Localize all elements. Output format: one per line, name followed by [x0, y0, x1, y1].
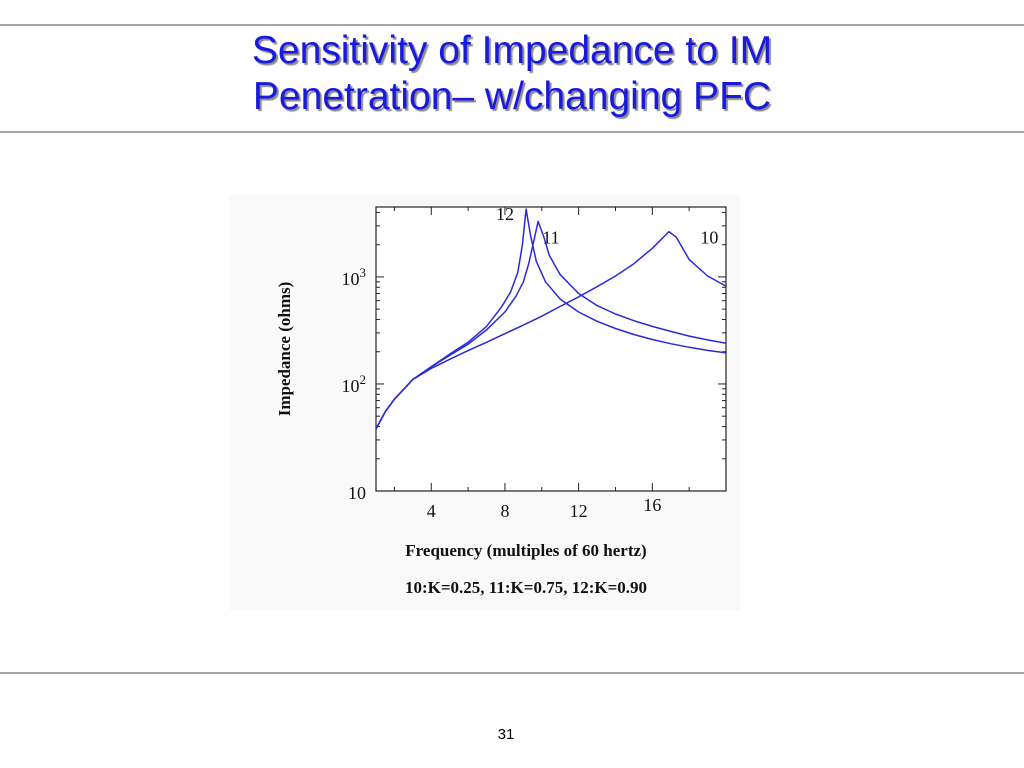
- series-line-12: [375, 208, 727, 430]
- plot-layer: 10 102 103 4 8 12 16 12 11 10 Impedance (ohms) Freq…: [275, 204, 727, 597]
- x-tick-label: 8: [500, 501, 509, 521]
- page-number: 31: [497, 726, 515, 743]
- curve-label-12: 12: [496, 204, 514, 224]
- y-tick-label: 103: [342, 265, 367, 289]
- slide-title: Sensitivity of Impedance to IM Penetrati…: [0, 28, 1024, 120]
- title-rule: [0, 131, 1024, 133]
- x-tick-label: 4: [427, 501, 436, 521]
- series-line-10: [375, 230, 727, 430]
- x-axis-label: Frequency (multiples of 60 hertz): [405, 541, 646, 560]
- curve-label-11: 11: [542, 228, 559, 248]
- y-tick-label: 102: [342, 372, 367, 396]
- curve-label-10: 10: [700, 228, 718, 248]
- chart-caption: 10:K=0.25, 11:K=0.75, 12:K=0.90: [405, 578, 647, 597]
- title-line-1: Sensitivity of Impedance to IM: [251, 29, 773, 72]
- y-axis-label: Impedance (ohms): [275, 282, 294, 417]
- bottom-rule: [0, 672, 1024, 674]
- plot-frame: [375, 206, 727, 492]
- title-line-2: Penetration– w/changing PFC: [252, 75, 772, 118]
- x-tick-label: 16: [643, 495, 661, 515]
- impedance-chart-svg: 10 102 103 4 8 12 16 12 11 10 Impedance (ohms) Freq…: [230, 195, 740, 610]
- top-rule: [0, 24, 1024, 26]
- impedance-chart: 10 102 103 4 8 12 16 12 11 10 Impedance (ohms) Freq…: [230, 195, 740, 610]
- x-tick-label: 12: [570, 501, 588, 521]
- y-tick-label: 10: [348, 483, 366, 503]
